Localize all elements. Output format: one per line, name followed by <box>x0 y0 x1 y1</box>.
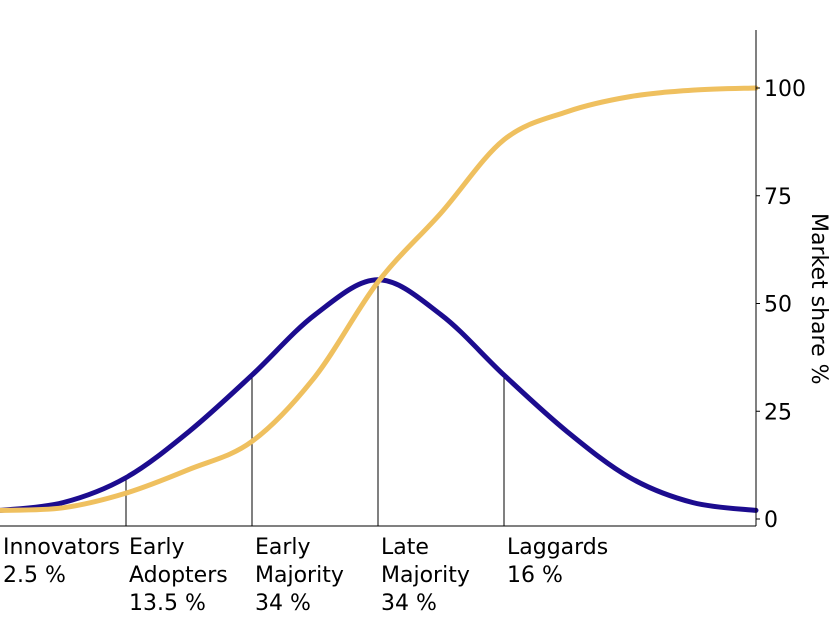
y-tick-label: 100 <box>764 77 806 102</box>
category-label: Innovators 2.5 % <box>3 535 120 588</box>
y-tick-label: 0 <box>764 508 778 533</box>
category-label-line: Laggards <box>507 535 608 560</box>
y-tick-label: 75 <box>764 185 792 210</box>
category-label-line: 2.5 % <box>3 563 66 588</box>
curves <box>0 85 759 513</box>
category-label-line: Innovators <box>3 535 120 560</box>
category-label-line: Adopters <box>129 563 228 588</box>
category-label: Early Adopters 13.5 % <box>129 535 228 616</box>
category-label-line: Majority <box>255 563 344 588</box>
category-label-line: Majority <box>381 563 470 588</box>
category-label: Laggards 16 % <box>507 535 608 588</box>
category-label-line: Early <box>129 535 185 560</box>
category-boundaries <box>125 279 505 526</box>
category-label-line: 13.5 % <box>129 591 206 616</box>
category-label: Early Majority 34 % <box>255 535 344 616</box>
category-label-line: 34 % <box>381 591 437 616</box>
category-label-line: 34 % <box>255 591 311 616</box>
category-labels: Innovators 2.5 % Early Adopters 13.5 % Early M… <box>3 535 608 616</box>
y-tick-label: 50 <box>764 293 792 318</box>
y-axis-title: Market share % <box>806 213 831 385</box>
category-label-line: 16 % <box>507 563 563 588</box>
category-label-line: Early <box>255 535 311 560</box>
y-tick-label: 25 <box>764 400 792 425</box>
category-label: Late Majority 34 % <box>381 535 470 616</box>
cumulative-curve <box>0 85 759 513</box>
y-ticks: 0 25 50 75 100 <box>756 77 806 533</box>
category-label-line: Late <box>381 535 429 560</box>
